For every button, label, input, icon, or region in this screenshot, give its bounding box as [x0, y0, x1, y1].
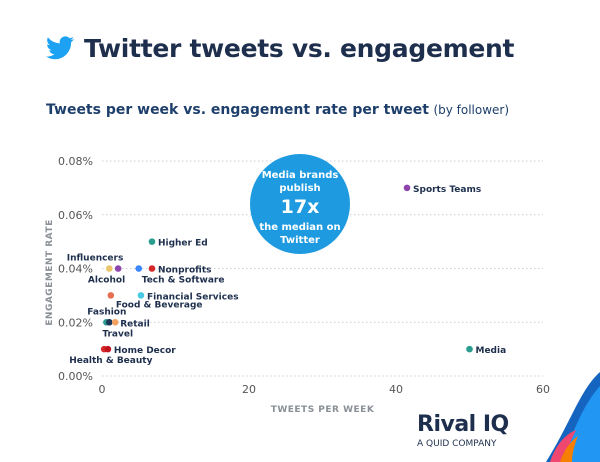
x-tick-label: 20: [242, 383, 256, 396]
data-label: Food & Beverage: [116, 300, 203, 310]
data-label: Travel: [102, 329, 133, 339]
data-point: [104, 345, 112, 353]
data-point: [148, 238, 156, 245]
chart-header: Twitter tweets vs. engagement: [46, 30, 514, 66]
data-label: Influencers: [67, 254, 124, 264]
data-label: Fashion: [87, 307, 126, 317]
y-tick-label: 0.00%: [58, 370, 93, 383]
y-tick-label: 0.06%: [58, 209, 93, 222]
x-tick-label: 0: [99, 383, 106, 396]
y-tick-label: 0.02%: [58, 316, 93, 329]
data-point: [107, 292, 115, 299]
data-point: [466, 345, 473, 353]
data-point: [111, 318, 119, 326]
callout-text: the median on: [259, 222, 340, 233]
data-point: [106, 265, 113, 272]
decorative-wave-graphic: [546, 372, 600, 462]
callout-text: 17x: [281, 196, 320, 218]
data-label: Retail: [120, 319, 150, 329]
data-label: Nonprofits: [158, 266, 212, 276]
callout-text: publish: [279, 183, 320, 194]
brand-name: Rival IQ: [417, 412, 509, 437]
subtitle-note: (by follower): [433, 103, 510, 117]
data-label: Tech & Software: [142, 276, 225, 286]
data-point: [114, 265, 122, 272]
callout-text: Twitter: [280, 235, 320, 246]
data-label: Alcohol: [88, 276, 125, 286]
data-point: [106, 318, 113, 326]
brand-tagline: A QUID COMPANY: [417, 439, 497, 449]
data-label: Media: [476, 346, 507, 356]
x-tick-label: 60: [536, 383, 550, 396]
data-label: Sports Teams: [413, 185, 481, 195]
x-axis-title: TWEETS PER WEEK: [271, 405, 375, 415]
brand-logo: Rival IQ A QUID COMPANY: [417, 412, 509, 450]
y-tick-label: 0.08%: [58, 155, 93, 168]
data-point: [135, 265, 143, 272]
callout-text: Media brands: [262, 170, 339, 181]
data-point: [137, 292, 145, 299]
chart-subtitle: Tweets per week vs. engagement rate per …: [46, 102, 509, 118]
data-label: Health & Beauty: [69, 356, 152, 366]
data-point: [403, 184, 411, 192]
data-point: [148, 265, 156, 272]
callout-bubble: [250, 154, 350, 254]
y-axis-title: ENGAGEMENT RATE: [45, 219, 55, 325]
subtitle-main: Tweets per week vs. engagement rate per …: [46, 102, 429, 118]
data-label: Home Decor: [114, 346, 176, 356]
data-label: Higher Ed: [158, 239, 208, 249]
twitter-bird-icon: [46, 36, 74, 60]
data-label: Financial Services: [147, 292, 239, 302]
x-tick-label: 40: [389, 383, 403, 396]
page-title: Twitter tweets vs. engagement: [84, 33, 515, 63]
y-tick-label: 0.04%: [58, 263, 93, 276]
